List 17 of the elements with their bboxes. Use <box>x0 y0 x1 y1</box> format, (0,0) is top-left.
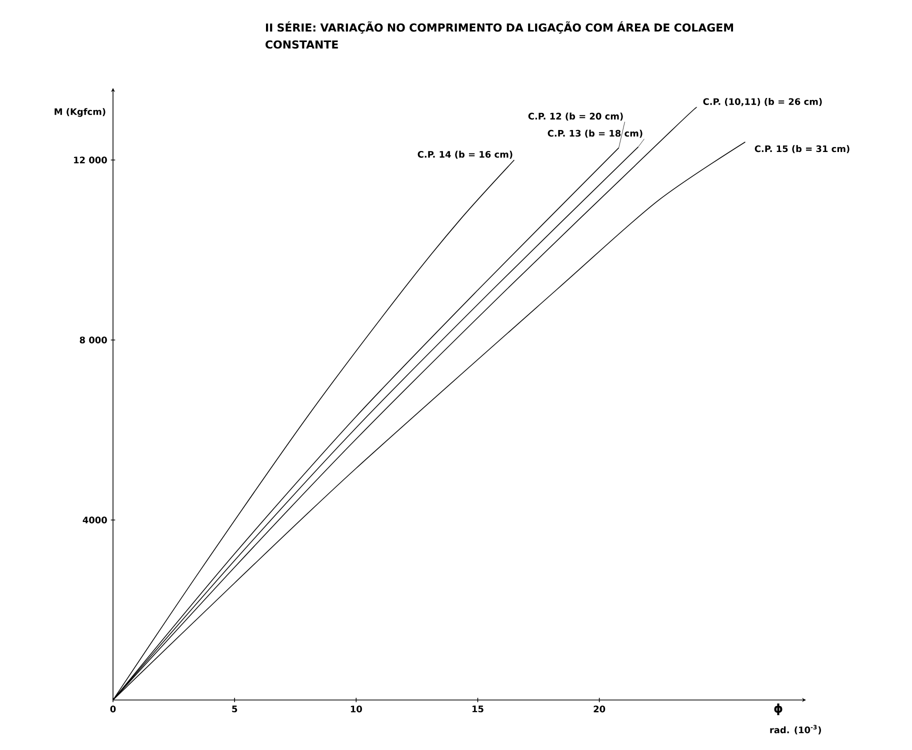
x-tick-label: 10 <box>350 706 362 712</box>
y-tick-label: 8 000 <box>80 336 107 344</box>
series-label: C.P. 14 (b = 16 cm) <box>418 150 512 159</box>
x-tick-label: 20 <box>594 706 606 712</box>
x-axis-title: rad. (10$^{-3}$) <box>770 724 821 734</box>
chart-title: II SÉRIE: VARIAÇÃO NO COMPRIMENTO DA LIGAÇÃO COM ÁREA DE COLAGEM CONSTANTE <box>266 21 734 49</box>
y-tick-label: 12 000 <box>74 156 107 164</box>
series-label: C.P. (10,11) (b = 26 cm) <box>703 98 822 106</box>
x-tick-label: 0 <box>110 706 116 712</box>
x-tick-label: 5 <box>232 706 238 712</box>
y-tick-label: 4000 <box>82 516 107 524</box>
x-tick-label: 15 <box>472 706 484 712</box>
series-label: C.P. 13 (b = 18 cm) <box>548 130 642 138</box>
series-label: C.P. 15 (b = 31 cm) <box>754 145 850 154</box>
text: ϕ <box>774 704 782 716</box>
y-axis-title: M (Kgfcm) <box>54 108 106 117</box>
text: C.P. 12 (b = 20 cm) <box>528 112 623 121</box>
